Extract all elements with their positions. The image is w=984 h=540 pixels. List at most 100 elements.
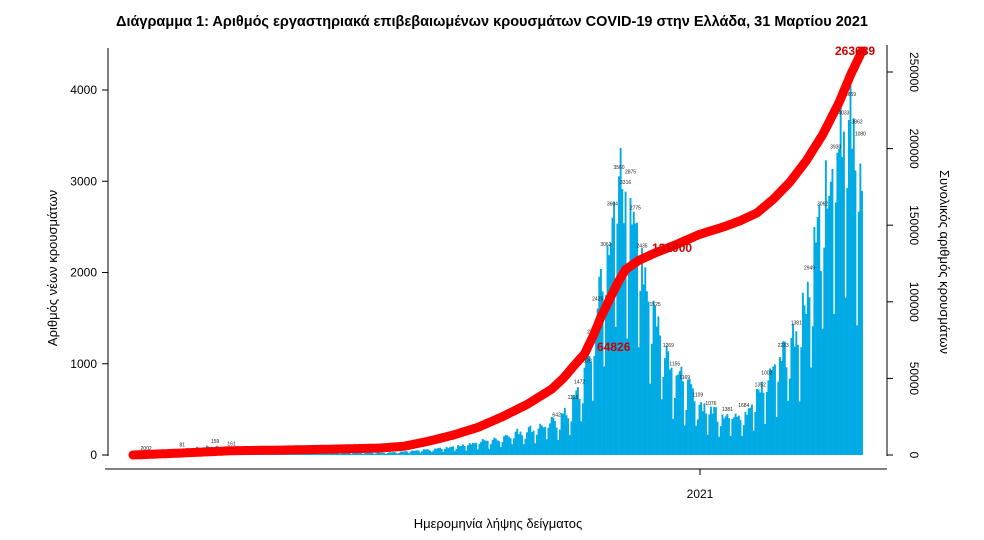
bar-value-label: 1125 xyxy=(568,395,579,401)
daily-cases-bar xyxy=(444,448,446,455)
daily-cases-bar xyxy=(815,242,817,455)
daily-cases-bar xyxy=(452,446,455,455)
daily-cases-bar xyxy=(682,381,684,455)
bar-value-label: 1155 xyxy=(669,361,680,367)
daily-cases-bar xyxy=(545,439,548,455)
bar-value-label: 3930 xyxy=(830,145,841,151)
y2-tick-label: 50000 xyxy=(907,362,921,396)
daily-cases-bar xyxy=(833,313,836,455)
daily-cases-bar xyxy=(330,452,333,455)
daily-cases-bar xyxy=(425,449,428,455)
daily-cases-bar xyxy=(731,418,734,455)
daily-cases-bar xyxy=(616,223,619,455)
daily-cases-bar xyxy=(687,379,689,455)
daily-cases-bar xyxy=(650,343,653,455)
daily-cases-bar xyxy=(581,403,584,455)
daily-cases-bar xyxy=(746,414,749,455)
daily-cases-bar xyxy=(442,451,445,455)
daily-cases-bar xyxy=(583,367,586,455)
daily-cases-bar xyxy=(447,448,450,455)
annotation-second-wave: 131900 xyxy=(652,241,692,255)
daily-cases-bar xyxy=(549,423,551,455)
daily-cases-bar xyxy=(509,438,512,455)
daily-cases-bar xyxy=(685,409,688,455)
daily-cases-bar xyxy=(713,406,716,455)
daily-cases-bar xyxy=(550,416,553,455)
daily-cases-bar xyxy=(448,447,451,455)
daily-cases-bar xyxy=(828,195,831,455)
bar-value-label: 1002 xyxy=(761,370,772,376)
daily-cases-bar xyxy=(657,316,660,455)
daily-cases-bar xyxy=(573,396,576,455)
bar-value-label: 1381 xyxy=(722,407,733,413)
daily-cases-bar xyxy=(511,444,514,455)
bar-value-label: 1472 xyxy=(574,380,585,386)
daily-cases-bar xyxy=(632,211,635,455)
daily-cases-bar xyxy=(483,440,486,455)
daily-cases-bar xyxy=(622,223,625,455)
daily-cases-bar xyxy=(588,356,591,455)
daily-cases-bar xyxy=(435,448,438,455)
daily-cases-bar xyxy=(498,441,501,455)
daily-cases-bar xyxy=(721,414,724,455)
daily-cases-bar xyxy=(402,451,405,455)
daily-cases-bar xyxy=(570,421,573,455)
daily-cases-bar xyxy=(407,453,410,455)
daily-cases-bar xyxy=(728,418,730,455)
daily-cases-bar xyxy=(578,398,581,455)
cumulative-cases-line xyxy=(128,46,867,460)
daily-cases-bar xyxy=(765,391,768,455)
daily-cases-bar xyxy=(491,440,494,455)
daily-cases-bar xyxy=(439,447,441,455)
daily-cases-bar xyxy=(432,450,435,455)
daily-cases-bar xyxy=(355,452,358,455)
daily-cases-bar xyxy=(348,452,351,455)
daily-cases-bar xyxy=(368,452,371,455)
daily-cases-bar xyxy=(652,300,655,455)
daily-cases-bar xyxy=(343,452,346,455)
daily-cases-bar xyxy=(379,452,382,455)
daily-cases-bar xyxy=(540,425,543,455)
daily-cases-bar xyxy=(337,452,340,455)
y-axis-title: Αριθμός νέων κρουσμάτων xyxy=(45,190,60,346)
daily-cases-bar xyxy=(831,169,834,455)
daily-cases-bar xyxy=(370,452,373,455)
daily-cases-bar xyxy=(338,453,341,455)
daily-cases-bar xyxy=(627,264,630,455)
daily-cases-bar xyxy=(770,370,773,455)
daily-cases-bar xyxy=(342,452,345,455)
daily-cases-bar xyxy=(360,452,363,455)
daily-cases-bar xyxy=(785,367,788,455)
daily-cases-bar xyxy=(366,452,369,455)
daily-cases-bar xyxy=(393,451,396,455)
daily-cases-bar xyxy=(739,420,742,455)
daily-cases-bar xyxy=(422,449,425,455)
daily-cases-bar xyxy=(480,441,483,455)
daily-cases-bar xyxy=(757,389,760,455)
daily-cases-bar xyxy=(488,448,491,455)
daily-cases-bar xyxy=(524,438,527,455)
bar-value-label: 2002 xyxy=(141,446,152,452)
daily-cases-bar xyxy=(512,438,515,455)
daily-cases-bar xyxy=(655,326,658,455)
daily-cases-bar xyxy=(378,452,381,455)
daily-cases-bar xyxy=(841,156,844,455)
daily-cases-bar xyxy=(645,291,648,455)
daily-cases-bar xyxy=(401,451,404,455)
daily-cases-bar xyxy=(637,347,640,455)
annotation-total: 263689 xyxy=(835,44,875,58)
daily-cases-bar xyxy=(639,290,642,455)
daily-cases-bar xyxy=(703,403,706,455)
daily-cases-bar xyxy=(675,375,678,455)
daily-cases-bar xyxy=(508,436,510,455)
daily-cases-bar xyxy=(560,413,563,455)
daily-cases-bar xyxy=(383,452,386,455)
daily-cases-bar xyxy=(457,445,460,455)
daily-cases-bar xyxy=(429,450,432,455)
daily-cases-bar xyxy=(386,452,389,455)
daily-cases-bar xyxy=(389,452,392,455)
daily-cases-bar xyxy=(391,452,394,455)
bar-value-label: 3316 xyxy=(620,180,631,186)
daily-cases-bar xyxy=(774,364,776,455)
